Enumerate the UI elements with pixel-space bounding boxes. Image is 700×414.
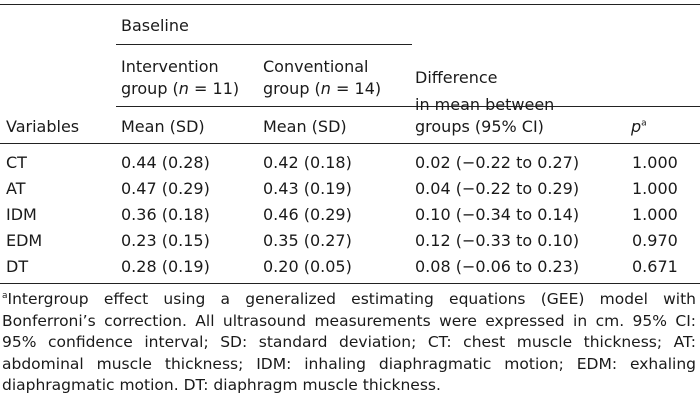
top-rule (0, 4, 700, 5)
baseline-rule (116, 44, 412, 45)
row-variable: IDM (6, 205, 37, 224)
header-bottom-rule (0, 143, 700, 144)
row-conventional-value: 0.35 (0.27) (263, 231, 352, 250)
conventional-group-text: group ( (263, 79, 321, 98)
conventional-n-symbol: n (320, 79, 331, 98)
row-p-value: 0.970 (632, 231, 678, 250)
intervention-header-line1: Intervention (121, 57, 219, 76)
row-variable: EDM (6, 231, 43, 250)
table-bottom-rule (0, 283, 700, 284)
variables-header: Variables (6, 117, 80, 136)
row-difference-value: 0.08 (−0.06 to 0.23) (415, 257, 580, 276)
p-value-header: pa (631, 117, 647, 137)
row-intervention-value: 0.47 (0.29) (121, 179, 210, 198)
row-conventional-value: 0.42 (0.18) (263, 153, 352, 172)
row-intervention-value: 0.36 (0.18) (121, 205, 210, 224)
row-intervention-value: 0.28 (0.19) (121, 257, 210, 276)
row-conventional-value: 0.43 (0.19) (263, 179, 352, 198)
conventional-header-line1: Conventional (263, 57, 369, 76)
row-difference-value: 0.10 (−0.34 to 0.14) (415, 205, 580, 224)
intervention-mean-sd-header: Mean (SD) (121, 117, 205, 136)
table-footnote: aIntergroup effect using a generalized e… (2, 289, 696, 397)
row-variable: CT (6, 153, 27, 172)
conventional-n-value: = 14) (330, 79, 382, 98)
row-p-value: 1.000 (632, 153, 678, 172)
intervention-n-symbol: n (178, 79, 189, 98)
difference-header-line2: in mean between (415, 95, 555, 114)
difference-header-line3: groups (95% CI) (415, 117, 544, 136)
row-conventional-value: 0.46 (0.29) (263, 205, 352, 224)
p-superscript: a (641, 118, 647, 129)
row-intervention-value: 0.44 (0.28) (121, 153, 210, 172)
footnote-text: Intergroup effect using a generalized es… (2, 290, 696, 394)
row-intervention-value: 0.23 (0.15) (121, 231, 210, 250)
footnote-marker: a (2, 290, 8, 301)
row-p-value: 1.000 (632, 179, 678, 198)
row-difference-value: 0.12 (−0.33 to 0.10) (415, 231, 580, 250)
intervention-n-value: = 11) (188, 79, 240, 98)
row-p-value: 0.671 (632, 257, 678, 276)
subheader-rule (116, 106, 700, 107)
p-symbol: p (631, 117, 642, 136)
row-p-value: 1.000 (632, 205, 678, 224)
baseline-header: Baseline (121, 16, 189, 35)
row-conventional-value: 0.20 (0.05) (263, 257, 352, 276)
row-difference-value: 0.04 (−0.22 to 0.29) (415, 179, 580, 198)
intervention-group-text: group ( (121, 79, 179, 98)
row-variable: AT (6, 179, 26, 198)
conventional-header-line2: group (n = 14) (263, 79, 381, 99)
conventional-mean-sd-header: Mean (SD) (263, 117, 347, 136)
row-variable: DT (6, 257, 29, 276)
row-difference-value: 0.02 (−0.22 to 0.27) (415, 153, 580, 172)
intervention-header-line2: group (n = 11) (121, 79, 239, 99)
difference-header-line1: Difference (415, 68, 498, 87)
